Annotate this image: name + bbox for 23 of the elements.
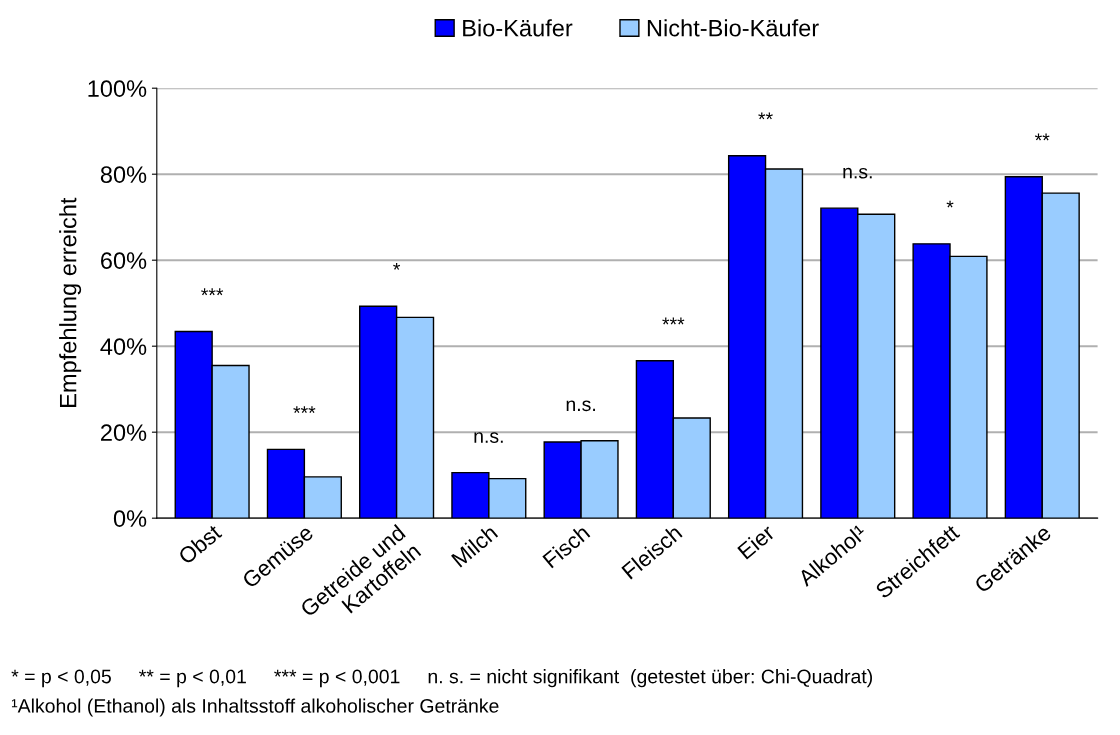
y-tick-label: 60% xyxy=(101,252,147,269)
annotation: n.s. xyxy=(843,167,872,179)
y-tick-label: 40% xyxy=(100,338,147,355)
text: * = p < 0,05 ** = p < 0,01 *** = p < 0,001 n. s. = nicht signifikant (getestet über: Chi-Quadrat) xyxy=(11,669,872,688)
x-tick-label: Eier xyxy=(736,523,776,560)
text: ¹Alkohol (Ethanol) als Inhaltsstoff alkoholischer Getränke xyxy=(11,698,499,717)
annotation: * xyxy=(393,262,401,270)
annotation: n.s. xyxy=(474,432,503,443)
annotation: n.s. xyxy=(566,400,595,412)
annotation: *** xyxy=(662,317,685,325)
annotation: *** xyxy=(201,288,224,296)
y-tick-label: 20% xyxy=(101,424,147,441)
y-axis-title: Empfehlung erreicht xyxy=(59,197,82,407)
annotation: *** xyxy=(293,406,316,413)
annotation: * xyxy=(946,200,954,208)
y-tick-label: 100% xyxy=(88,80,147,97)
legend-label: Nicht-Bio-Käufer xyxy=(647,19,819,37)
annotation: ** xyxy=(758,112,773,120)
y-tick-label: 80% xyxy=(100,166,147,183)
annotation: ** xyxy=(1035,133,1050,141)
legend-label: Bio-Käufer xyxy=(463,19,573,37)
x-tick-label: Obst xyxy=(177,523,223,566)
y-tick-label: 0% xyxy=(113,510,147,527)
